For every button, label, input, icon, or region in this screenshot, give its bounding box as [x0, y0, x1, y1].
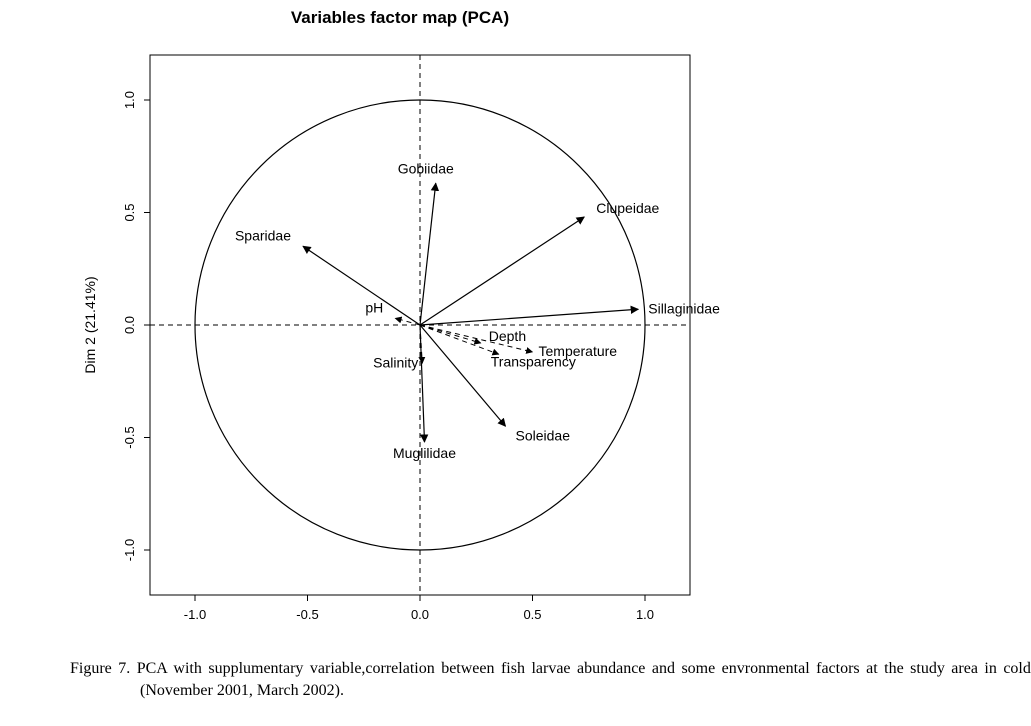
- svg-text:Salinity: Salinity: [373, 354, 418, 370]
- svg-text:0.0: 0.0: [411, 607, 429, 622]
- svg-text:Muglilidae: Muglilidae: [393, 445, 456, 461]
- svg-text:-0.5: -0.5: [122, 426, 137, 448]
- svg-text:0.5: 0.5: [523, 607, 541, 622]
- svg-text:1.0: 1.0: [636, 607, 654, 622]
- chart-container: -1.0 -0.5 0.0 0.5 1.0 -1.0 -0.5 0.0 0.5 1.0 Dim 1 …: [55, 35, 725, 635]
- chart-title: Variables factor map (PCA): [225, 8, 575, 28]
- svg-text:1.0: 1.0: [122, 91, 137, 109]
- svg-text:Sillaginidae: Sillaginidae: [648, 300, 720, 316]
- page: { "plot": { "type": "pca-correlation-cir…: [0, 0, 1031, 726]
- svg-text:Clupeidae: Clupeidae: [596, 200, 659, 216]
- svg-text:-1.0: -1.0: [184, 607, 206, 622]
- svg-text:Dim 2 (21.41%): Dim 2 (21.41%): [82, 276, 98, 373]
- svg-text:pH: pH: [365, 299, 383, 315]
- pca-chart: -1.0 -0.5 0.0 0.5 1.0 -1.0 -0.5 0.0 0.5 1.0 Dim 1 …: [55, 35, 725, 635]
- svg-text:Temperature: Temperature: [539, 343, 618, 359]
- svg-text:0.5: 0.5: [122, 203, 137, 221]
- svg-text:Soleidae: Soleidae: [516, 427, 571, 443]
- svg-text:-1.0: -1.0: [122, 539, 137, 561]
- svg-text:0.0: 0.0: [122, 316, 137, 334]
- svg-text:Depth: Depth: [489, 328, 526, 344]
- svg-text:Gobiidae: Gobiidae: [398, 160, 454, 176]
- svg-text:Dim 1 (23.5%): Dim 1 (23.5%): [375, 632, 464, 635]
- svg-text:-0.5: -0.5: [296, 607, 318, 622]
- figure-caption: Figure 7. PCA with supplumentary variabl…: [70, 658, 1031, 701]
- svg-text:Sparidae: Sparidae: [235, 227, 291, 243]
